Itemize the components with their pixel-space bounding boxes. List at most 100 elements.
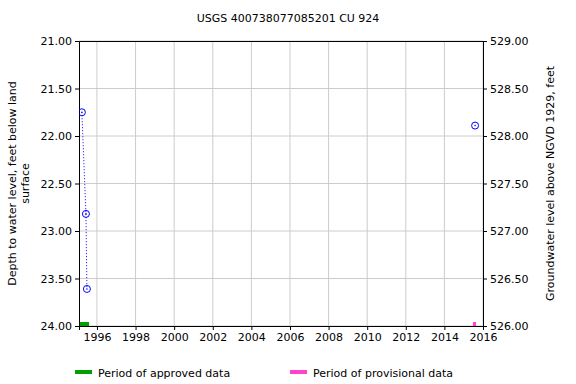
- tick: 2012: [392, 326, 420, 344]
- period-bar: [473, 322, 476, 326]
- point-center: [85, 213, 87, 215]
- tick: 527.50: [483, 178, 529, 191]
- point: [472, 122, 479, 129]
- tick-label: 2006: [276, 331, 304, 344]
- tick-label: 2000: [161, 331, 189, 344]
- axis: 21.00 21.50 22.00 22.50 23.00 23.50 24.00: [41, 35, 80, 333]
- frame: [80, 41, 484, 42]
- grid-line: [79, 183, 483, 184]
- tick-mark: [251, 326, 252, 330]
- tick: 23.50: [41, 273, 80, 286]
- tick-label: 21.50: [41, 83, 73, 96]
- tick-mark: [483, 184, 487, 185]
- tick-label: 2014: [431, 331, 459, 344]
- tick: 2002: [199, 326, 227, 344]
- tick-mark: [483, 89, 487, 90]
- tick-label: 2008: [315, 331, 343, 344]
- tick-label: 527.50: [490, 178, 529, 191]
- tick: 528.50: [483, 83, 529, 96]
- grid-line: [79, 278, 483, 279]
- axis-line: [80, 327, 484, 331]
- axis-title-line: surface: [19, 163, 32, 204]
- chart: USGS 400738077085201 CU 924 1996 1998 2000 2…: [0, 0, 576, 384]
- tick: 2004: [238, 326, 266, 344]
- tick: 22.00: [41, 130, 80, 143]
- tick-mark: [483, 279, 487, 280]
- tick-mark: [290, 326, 291, 330]
- tick-mark: [174, 326, 175, 330]
- tick-mark: [75, 41, 79, 42]
- tick-mark: [329, 326, 330, 330]
- axis-title-line: Depth to water level, feet below land: [6, 81, 19, 286]
- legend-label: Period of approved data: [98, 367, 230, 380]
- tick-mark: [75, 231, 79, 232]
- tick-label: 2012: [392, 331, 420, 344]
- tick-label: 526.00: [490, 320, 529, 333]
- tick-label: 22.00: [41, 130, 73, 143]
- tick: 529.00: [483, 35, 529, 48]
- tick-label: 1998: [122, 331, 150, 344]
- tick-mark: [406, 326, 407, 330]
- tick-label: 23.50: [41, 273, 73, 286]
- tick: 528.00: [483, 130, 529, 143]
- tick-mark: [75, 326, 79, 327]
- tick: 21.00: [41, 35, 80, 48]
- tick-label: 2002: [199, 331, 227, 344]
- tick-label: 527.00: [490, 225, 529, 238]
- point: [79, 109, 85, 116]
- tick-label: 21.00: [41, 35, 73, 48]
- grid: [79, 41, 483, 326]
- tick: 1998: [122, 326, 150, 344]
- tick-label: 528.50: [490, 83, 529, 96]
- tick-label: 2010: [354, 331, 382, 344]
- tick-mark: [75, 136, 79, 137]
- tick-label: 1996: [83, 331, 111, 344]
- title: USGS 400738077085201 CU 924: [197, 12, 380, 25]
- tick-mark: [136, 326, 137, 330]
- point-center: [81, 111, 83, 113]
- grid-line: [79, 231, 483, 232]
- point-center: [86, 288, 88, 290]
- axis-line: [484, 42, 488, 327]
- tick: 526.00: [483, 320, 529, 333]
- legend-label: Period of provisional data: [313, 367, 453, 380]
- tick: 2008: [315, 326, 343, 344]
- point: [82, 210, 89, 217]
- grid-line: [79, 41, 483, 42]
- tick-mark: [75, 89, 79, 90]
- tick-label: 526.50: [490, 273, 529, 286]
- tick-label: 529.00: [490, 35, 529, 48]
- tick: 2014: [431, 326, 459, 344]
- legend-swatch: [75, 370, 92, 374]
- tick-mark: [444, 326, 445, 330]
- tick-mark: [483, 136, 487, 137]
- legend: Period of approved data Period of provisi…: [75, 367, 453, 380]
- legend-swatch: [290, 370, 307, 374]
- tick-mark: [75, 279, 79, 280]
- tick: 1996: [83, 326, 111, 344]
- axis-title: Depth to water level, feet below landsur…: [6, 81, 32, 286]
- tick-mark: [367, 326, 368, 330]
- period-bar: [80, 322, 89, 326]
- tick-mark: [483, 231, 487, 232]
- tick: 23.00: [41, 225, 80, 238]
- series-line: [82, 112, 87, 289]
- tick: 21.50: [41, 83, 80, 96]
- tick: 22.50: [41, 178, 80, 191]
- axis: 1996 1998 2000 2002 2004 2006 2008 2010 2012 2014…: [80, 326, 498, 344]
- tick: 2010: [354, 326, 382, 344]
- tick-mark: [483, 326, 487, 327]
- tick-label: 22.50: [41, 178, 73, 191]
- tick: 527.00: [483, 225, 529, 238]
- tick: 2006: [276, 326, 304, 344]
- tick-mark: [75, 184, 79, 185]
- tick-label: 528.00: [490, 130, 529, 143]
- tick-mark: [483, 41, 487, 42]
- grid-line: [79, 136, 483, 137]
- tick-label: 24.00: [41, 320, 73, 333]
- axis-line: [80, 41, 484, 42]
- point: [83, 285, 90, 292]
- tick: 24.00: [41, 320, 80, 333]
- axis-title: Groundwater level above NGVD 1929, feet: [544, 65, 557, 301]
- tick-mark: [213, 326, 214, 330]
